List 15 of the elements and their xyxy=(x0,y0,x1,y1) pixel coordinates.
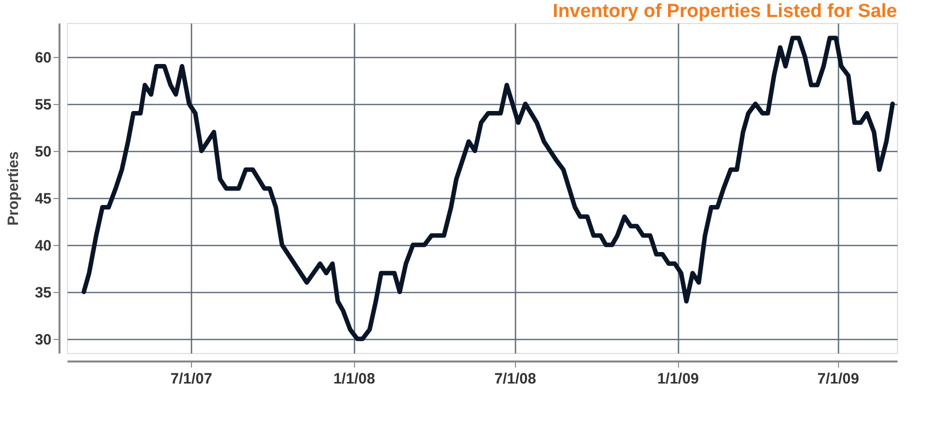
y-axis-title: Properties xyxy=(4,151,22,226)
x-tick-label: 7/1/07 xyxy=(170,370,212,388)
x-tick-label: 7/1/08 xyxy=(494,370,536,388)
y-tick-label: 45 xyxy=(34,190,52,208)
x-tick-label: 7/1/09 xyxy=(817,370,860,388)
y-tick-label: 60 xyxy=(34,49,52,66)
y-tick-label: 30 xyxy=(34,331,52,348)
x-tick-label: 1/1/09 xyxy=(657,370,699,388)
y-tick-label: 35 xyxy=(34,284,52,302)
x-tick-label: 1/1/08 xyxy=(333,370,376,388)
y-tick-label: 55 xyxy=(34,96,52,114)
line-series xyxy=(82,36,895,342)
chart-title: Inventory of Properties Listed for Sale xyxy=(552,1,897,22)
y-tick-label: 50 xyxy=(34,143,52,160)
y-tick-label: 40 xyxy=(34,237,52,254)
